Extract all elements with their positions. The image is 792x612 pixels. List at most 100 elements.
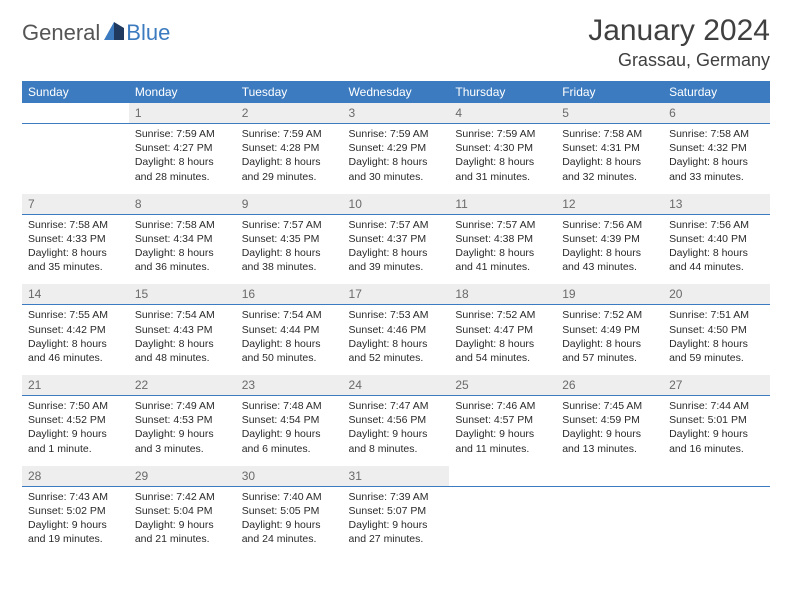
day-cell-number: 23 — [236, 375, 343, 396]
sunset-text: Sunset: 4:57 PM — [455, 413, 550, 427]
day-info: Sunrise: 7:47 AMSunset: 4:56 PMDaylight:… — [343, 396, 450, 466]
daylight-text: Daylight: 8 hours and 44 minutes. — [669, 246, 764, 274]
day-cell-number: 12 — [556, 194, 663, 215]
sunrise-text: Sunrise: 7:56 AM — [562, 218, 657, 232]
weekday-header: Wednesday — [343, 81, 450, 103]
day-cell-info: Sunrise: 7:53 AMSunset: 4:46 PMDaylight:… — [343, 305, 450, 375]
day-info: Sunrise: 7:58 AMSunset: 4:34 PMDaylight:… — [129, 215, 236, 285]
day-number: 13 — [663, 194, 770, 214]
sunset-text: Sunset: 4:32 PM — [669, 141, 764, 155]
day-cell-number: 6 — [663, 103, 770, 124]
sunrise-text: Sunrise: 7:47 AM — [349, 399, 444, 413]
day-cell-number — [22, 103, 129, 124]
day-number: 22 — [129, 375, 236, 395]
sunset-text: Sunset: 4:38 PM — [455, 232, 550, 246]
sunrise-text: Sunrise: 7:53 AM — [349, 308, 444, 322]
day-number: 3 — [343, 103, 450, 123]
daylight-text: Daylight: 9 hours and 11 minutes. — [455, 427, 550, 455]
day-number: 5 — [556, 103, 663, 123]
daylight-text: Daylight: 9 hours and 24 minutes. — [242, 518, 337, 546]
daylight-text: Daylight: 8 hours and 29 minutes. — [242, 155, 337, 183]
day-cell-info: Sunrise: 7:48 AMSunset: 4:54 PMDaylight:… — [236, 396, 343, 466]
sunrise-text: Sunrise: 7:52 AM — [562, 308, 657, 322]
day-info: Sunrise: 7:56 AMSunset: 4:39 PMDaylight:… — [556, 215, 663, 285]
day-cell-number: 3 — [343, 103, 450, 124]
day-cell-number: 24 — [343, 375, 450, 396]
day-info: Sunrise: 7:43 AMSunset: 5:02 PMDaylight:… — [22, 487, 129, 557]
daylight-text: Daylight: 8 hours and 54 minutes. — [455, 337, 550, 365]
day-info: Sunrise: 7:45 AMSunset: 4:59 PMDaylight:… — [556, 396, 663, 466]
sunrise-text: Sunrise: 7:51 AM — [669, 308, 764, 322]
day-cell-info: Sunrise: 7:59 AMSunset: 4:29 PMDaylight:… — [343, 124, 450, 194]
day-info: Sunrise: 7:52 AMSunset: 4:49 PMDaylight:… — [556, 305, 663, 375]
page-header: General Blue January 2024 Grassau, Germa… — [22, 14, 770, 71]
sunrise-text: Sunrise: 7:55 AM — [28, 308, 123, 322]
sunset-text: Sunset: 4:52 PM — [28, 413, 123, 427]
day-cell-number: 19 — [556, 284, 663, 305]
sunset-text: Sunset: 4:50 PM — [669, 323, 764, 337]
day-number: 27 — [663, 375, 770, 395]
daylight-text: Daylight: 8 hours and 48 minutes. — [135, 337, 230, 365]
week-daynum-row: 21222324252627 — [22, 375, 770, 396]
sunset-text: Sunset: 4:49 PM — [562, 323, 657, 337]
sunset-text: Sunset: 4:33 PM — [28, 232, 123, 246]
day-number: 23 — [236, 375, 343, 395]
sunset-text: Sunset: 4:53 PM — [135, 413, 230, 427]
day-cell-number: 27 — [663, 375, 770, 396]
day-number: 26 — [556, 375, 663, 395]
sunset-text: Sunset: 4:34 PM — [135, 232, 230, 246]
day-number: 19 — [556, 284, 663, 304]
day-info — [556, 487, 663, 553]
day-cell-number — [449, 466, 556, 487]
daylight-text: Daylight: 9 hours and 6 minutes. — [242, 427, 337, 455]
day-info: Sunrise: 7:40 AMSunset: 5:05 PMDaylight:… — [236, 487, 343, 557]
day-info: Sunrise: 7:49 AMSunset: 4:53 PMDaylight:… — [129, 396, 236, 466]
day-info: Sunrise: 7:59 AMSunset: 4:30 PMDaylight:… — [449, 124, 556, 194]
day-number: 4 — [449, 103, 556, 123]
day-number: 11 — [449, 194, 556, 214]
sunrise-text: Sunrise: 7:46 AM — [455, 399, 550, 413]
daylight-text: Daylight: 9 hours and 21 minutes. — [135, 518, 230, 546]
sunrise-text: Sunrise: 7:54 AM — [135, 308, 230, 322]
day-number: 24 — [343, 375, 450, 395]
weekday-header: Monday — [129, 81, 236, 103]
day-info: Sunrise: 7:44 AMSunset: 5:01 PMDaylight:… — [663, 396, 770, 466]
day-cell-number: 31 — [343, 466, 450, 487]
day-cell-info: Sunrise: 7:44 AMSunset: 5:01 PMDaylight:… — [663, 396, 770, 466]
day-cell-number: 25 — [449, 375, 556, 396]
week-info-row: Sunrise: 7:50 AMSunset: 4:52 PM Daylight:… — [22, 396, 770, 466]
day-number: 8 — [129, 194, 236, 214]
day-cell-number: 22 — [129, 375, 236, 396]
sunset-text: Sunset: 4:46 PM — [349, 323, 444, 337]
day-cell-info: Sunrise: 7:58 AMSunset: 4:31 PMDaylight:… — [556, 124, 663, 194]
sunset-text: Sunset: 5:02 PM — [28, 504, 123, 518]
weekday-header: Friday — [556, 81, 663, 103]
sunrise-text: Sunrise: 7:57 AM — [349, 218, 444, 232]
sunrise-text: Sunrise: 7:58 AM — [28, 218, 123, 232]
sunrise-text: Sunrise: 7:48 AM — [242, 399, 337, 413]
day-cell-number — [556, 466, 663, 487]
day-number: 17 — [343, 284, 450, 304]
day-cell-number — [663, 466, 770, 487]
weekday-header: Sunday — [22, 81, 129, 103]
day-cell-info: Sunrise: 7:43 AMSunset: 5:02 PMDaylight:… — [22, 486, 129, 556]
sunrise-text: Sunrise: 7:50 AM — [28, 399, 123, 413]
day-cell-info: Sunrise: 7:40 AMSunset: 5:05 PMDaylight:… — [236, 486, 343, 556]
weekday-header: Saturday — [663, 81, 770, 103]
sunset-text: Sunset: 4:35 PM — [242, 232, 337, 246]
day-cell-number: 11 — [449, 194, 556, 215]
sunrise-text: Sunrise: 7:45 AM — [562, 399, 657, 413]
week-info-row: Sunrise: 7:59 AMSunset: 4:27 PMDaylight:… — [22, 124, 770, 194]
day-info: Sunrise: 7:42 AMSunset: 5:04 PMDaylight:… — [129, 487, 236, 557]
day-cell-info: Sunrise: 7:57 AMSunset: 4:35 PMDaylight:… — [236, 214, 343, 284]
daylight-text: Daylight: 8 hours and 52 minutes. — [349, 337, 444, 365]
day-number: 28 — [22, 466, 129, 486]
logo-text-blue: Blue — [126, 20, 170, 46]
sunset-text: Sunset: 4:43 PM — [135, 323, 230, 337]
day-cell-info — [449, 486, 556, 556]
daylight-text: Daylight: 9 hours and 19 minutes. — [28, 518, 123, 546]
sunrise-text: Sunrise: 7:59 AM — [455, 127, 550, 141]
sunrise-text: Sunrise: 7:59 AM — [242, 127, 337, 141]
sunrise-text: Sunrise: 7:43 AM — [28, 490, 123, 504]
day-info — [663, 487, 770, 553]
